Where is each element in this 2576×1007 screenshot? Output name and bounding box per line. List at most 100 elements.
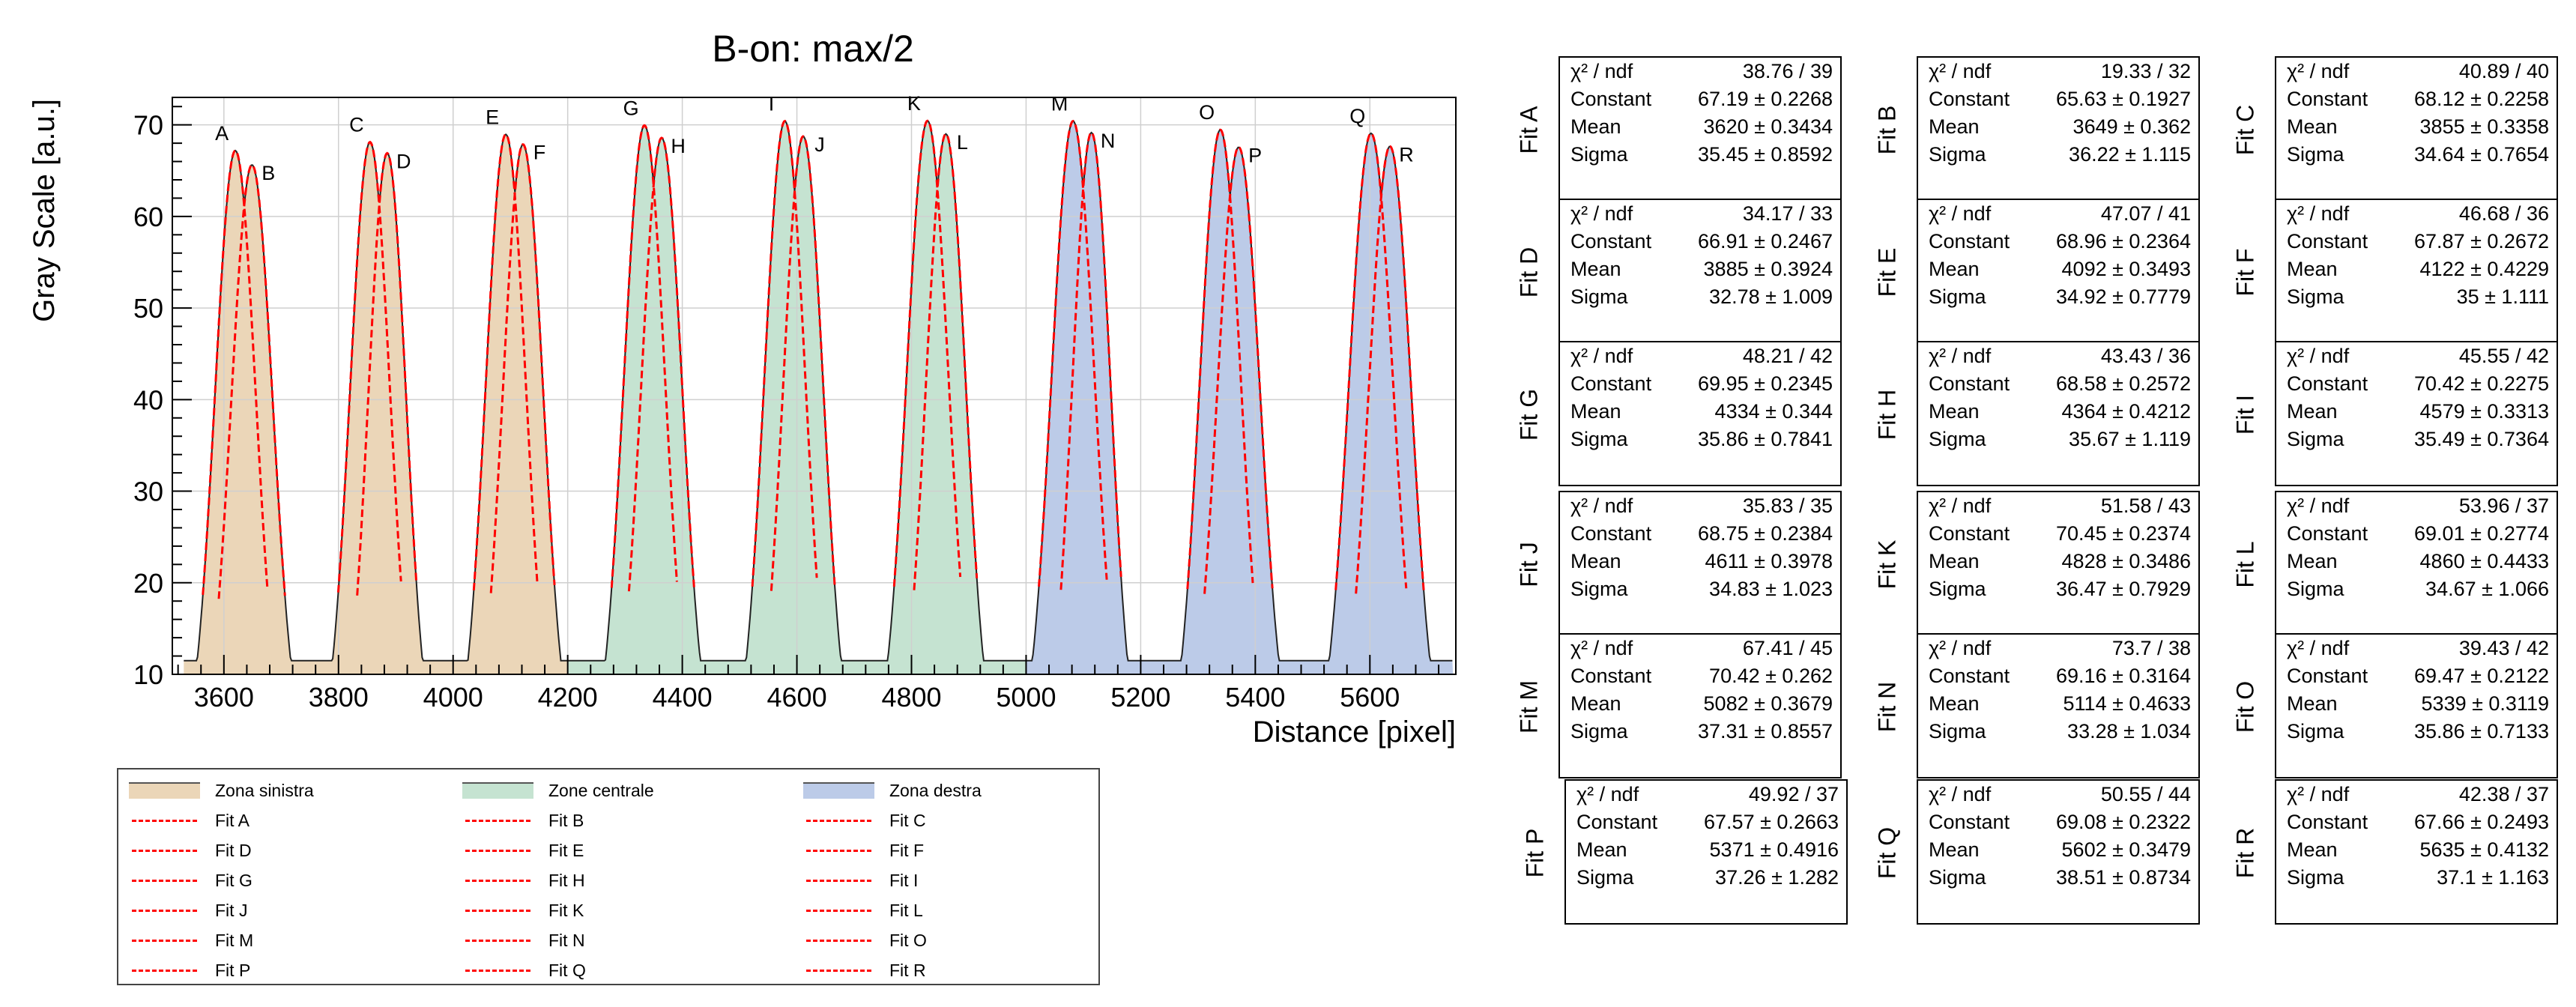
fit-stats-value: 3885 ± 0.3924 bbox=[1703, 258, 1833, 280]
fit-stats-key: Sigma bbox=[1570, 428, 1628, 450]
legend-label: Zona destra bbox=[889, 780, 982, 800]
fit-stats-title: Fit E bbox=[1873, 247, 1901, 297]
fit-stats-value: 34.17 / 33 bbox=[1742, 202, 1833, 225]
fit-stats-box-fit-d: χ² / ndf 34.17 / 33 Constant 66.91 ± 0.2467… bbox=[1558, 199, 1842, 344]
legend-label: Fit Q bbox=[548, 960, 586, 980]
fit-stats-value: 35.67 ± 1.119 bbox=[2069, 428, 2191, 450]
fit-stats-key: Constant bbox=[2287, 230, 2368, 252]
peak-label-f: F bbox=[533, 142, 546, 164]
peak-label-p: P bbox=[1248, 144, 1262, 166]
peak-label-n: N bbox=[1101, 130, 1116, 152]
fit-stats-title: Fit K bbox=[1873, 539, 1901, 590]
fit-stats-key: Mean bbox=[1570, 258, 1621, 280]
fit-stats-row-constant: Constant 69.16 ± 0.3164 bbox=[1918, 662, 2198, 690]
fit-curve-h bbox=[627, 136, 696, 592]
fit-stats-value: 4579 ± 0.3313 bbox=[2419, 400, 2549, 423]
fit-stats-value: 4611 ± 0.3978 bbox=[1705, 550, 1833, 572]
fit-stats-value: 34.83 ± 1.023 bbox=[1709, 578, 1833, 600]
fit-stats-value: 69.16 ± 0.3164 bbox=[2056, 665, 2191, 687]
fit-stats-row-constant: Constant 68.96 ± 0.2364 bbox=[1918, 228, 2198, 255]
fit-stats-row-constant: Constant 69.47 ± 0.2122 bbox=[2276, 662, 2557, 690]
fit-stats-row-mean: Mean 4579 ± 0.3313 bbox=[2276, 398, 2557, 426]
fit-stats-key: Sigma bbox=[1576, 866, 1634, 889]
fit-stats-box-fit-f: χ² / ndf 46.68 / 36 Constant 67.87 ± 0.2672… bbox=[2275, 199, 2558, 344]
fit-stats-row-constant: Constant 69.95 ± 0.2345 bbox=[1560, 370, 1840, 398]
fit-stats-row-chi2: χ² / ndf 47.07 / 41 bbox=[1918, 200, 2198, 228]
fit-stats-key: Constant bbox=[1570, 372, 1652, 395]
fit-stats-key: Constant bbox=[1570, 665, 1652, 687]
fit-stats-key: Sigma bbox=[2287, 578, 2344, 600]
fit-stats-value: 19.33 / 32 bbox=[2100, 60, 2191, 82]
fit-stats-box-fit-g: χ² / ndf 48.21 / 42 Constant 69.95 ± 0.2345… bbox=[1558, 341, 1842, 486]
legend-swatch bbox=[462, 782, 533, 799]
fit-stats-value: 5082 ± 0.3679 bbox=[1703, 692, 1833, 715]
fit-stats-row-mean: Mean 4092 ± 0.3493 bbox=[1918, 255, 2198, 283]
fit-stats-row-mean: Mean 4334 ± 0.344 bbox=[1560, 398, 1840, 426]
fit-stats-row-chi2: χ² / ndf 19.33 / 32 bbox=[1918, 58, 2198, 85]
fit-stats-row-sigma: Sigma 37.1 ± 1.163 bbox=[2276, 864, 2557, 892]
fit-stats-key: χ² / ndf bbox=[1570, 495, 1633, 517]
legend-entry-fit-o: Fit O bbox=[793, 925, 927, 955]
legend-label: Fit R bbox=[889, 960, 926, 980]
legend-swatch bbox=[129, 932, 200, 949]
fit-stats-value: 67.57 ± 0.2663 bbox=[1704, 811, 1839, 833]
fit-stats-title: Fit O bbox=[2231, 680, 2259, 734]
fit-stats-row-constant: Constant 68.58 ± 0.2572 bbox=[1918, 370, 2198, 398]
fit-stats-row-constant: Constant 66.91 ± 0.2467 bbox=[1560, 228, 1840, 255]
legend-label: Fit A bbox=[215, 810, 250, 830]
y-tick-label: 20 bbox=[133, 568, 163, 599]
legend-label: Fit P bbox=[215, 960, 251, 980]
fit-curve-a bbox=[202, 149, 269, 596]
fit-stats-value: 42.38 / 37 bbox=[2458, 783, 2549, 805]
fit-stats-row-constant: Constant 67.57 ± 0.2663 bbox=[1566, 808, 1846, 836]
fit-curve-g bbox=[610, 124, 678, 588]
fit-stats-key: Sigma bbox=[1929, 143, 1986, 166]
fit-stats-key: Constant bbox=[2287, 811, 2368, 833]
fit-stats-value: 34.67 ± 1.066 bbox=[2425, 578, 2549, 600]
fit-stats-value: 4092 ± 0.3493 bbox=[2061, 258, 2191, 280]
fit-stats-title: Fit M bbox=[1515, 680, 1543, 734]
fit-stats-key: Constant bbox=[1929, 88, 2010, 110]
fit-stats-key: χ² / ndf bbox=[1929, 60, 1992, 82]
fit-stats-key: χ² / ndf bbox=[1570, 345, 1633, 367]
fit-stats-box-fit-e: χ² / ndf 47.07 / 41 Constant 68.96 ± 0.2364… bbox=[1917, 199, 2200, 344]
fit-stats-row-chi2: χ² / ndf 35.83 / 35 bbox=[1560, 492, 1840, 520]
fit-stats-key: Mean bbox=[2287, 838, 2338, 861]
fit-curve-j bbox=[770, 135, 836, 591]
legend-label: Fit F bbox=[889, 840, 924, 860]
x-tick-label: 4800 bbox=[881, 682, 941, 713]
x-tick-label: 4000 bbox=[423, 682, 483, 713]
legend-entry-fit-r: Fit R bbox=[793, 955, 926, 985]
fit-stats-key: Mean bbox=[1929, 838, 1980, 861]
fit-stats-row-mean: Mean 5339 ± 0.3119 bbox=[2276, 690, 2557, 718]
legend-swatch bbox=[462, 902, 533, 919]
legend-entry-fit-e: Fit E bbox=[452, 835, 584, 865]
fit-stats-key: Sigma bbox=[1929, 578, 1986, 600]
fit-stats-row-sigma: Sigma 35.86 ± 0.7841 bbox=[1560, 426, 1840, 453]
fit-stats-row-mean: Mean 5371 ± 0.4916 bbox=[1566, 836, 1846, 864]
fit-stats-row-constant: Constant 67.19 ± 0.2268 bbox=[1560, 85, 1840, 113]
fit-stats-key: Constant bbox=[1929, 230, 2010, 252]
fit-stats-value: 35.86 ± 0.7133 bbox=[2414, 720, 2549, 743]
fit-stats-row-sigma: Sigma 35.45 ± 0.8592 bbox=[1560, 141, 1840, 169]
peak-label-a: A bbox=[215, 122, 229, 145]
zone-fill-1 bbox=[184, 134, 568, 674]
fit-stats-value: 5602 ± 0.3479 bbox=[2061, 838, 2191, 861]
fit-stats-row-constant: Constant 70.42 ± 0.262 bbox=[1560, 662, 1840, 690]
fit-stats-value: 67.41 / 45 bbox=[1742, 637, 1833, 659]
legend-label: Fit D bbox=[215, 840, 252, 860]
fit-stats-row-chi2: χ² / ndf 73.7 / 38 bbox=[1918, 635, 2198, 662]
fit-stats-row-mean: Mean 5082 ± 0.3679 bbox=[1560, 690, 1840, 718]
fit-stats-value: 32.78 ± 1.009 bbox=[1709, 285, 1833, 308]
fit-stats-row-chi2: χ² / ndf 67.41 / 45 bbox=[1560, 635, 1840, 662]
fit-stats-key: Mean bbox=[1570, 115, 1621, 138]
peak-label-m: M bbox=[1051, 93, 1068, 115]
fit-stats-value: 4860 ± 0.4433 bbox=[2419, 550, 2549, 572]
fit-stats-row-chi2: χ² / ndf 53.96 / 37 bbox=[2276, 492, 2557, 520]
fit-stats-row-mean: Mean 5635 ± 0.4132 bbox=[2276, 836, 2557, 864]
fit-stats-box-fit-k: χ² / ndf 51.58 / 43 Constant 70.45 ± 0.2374… bbox=[1917, 491, 2200, 636]
fit-stats-key: χ² / ndf bbox=[1570, 637, 1633, 659]
fit-stats-key: Constant bbox=[1576, 811, 1658, 833]
fit-stats-row-constant: Constant 67.87 ± 0.2672 bbox=[2276, 228, 2557, 255]
fit-curve-o bbox=[1186, 128, 1254, 590]
